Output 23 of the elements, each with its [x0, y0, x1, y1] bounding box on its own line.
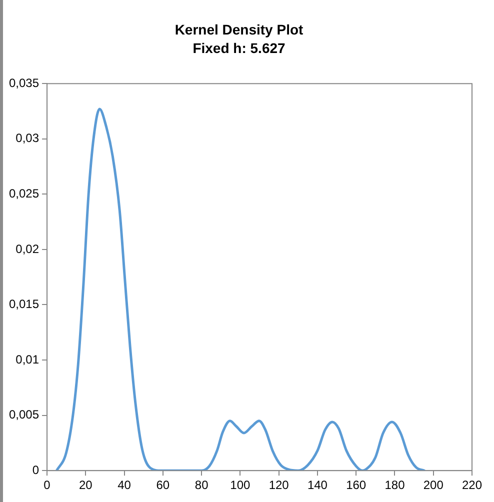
x-tick-label: 160 [346, 478, 366, 492]
x-tick-label: 80 [194, 478, 209, 492]
x-tick-label: 140 [307, 478, 328, 492]
chart-title: Kernel Density Plot [174, 21, 304, 38]
x-tick-label: 200 [423, 478, 444, 492]
y-tick-label: 0,03 [16, 131, 40, 146]
y-tick-label: 0,02 [16, 242, 40, 256]
y-tick-label: 0,015 [9, 297, 40, 312]
x-tick-label: 220 [462, 478, 482, 492]
x-tick-label: 40 [118, 478, 132, 492]
y-tick-label: 0,025 [9, 186, 40, 200]
y-tick-label: 0,01 [16, 352, 40, 366]
y-tick-label: 0 [32, 462, 40, 477]
y-tick-label: 0,035 [9, 76, 40, 90]
x-tick-label: 120 [268, 478, 290, 492]
x-tick-label: 0 [44, 478, 51, 492]
line-series [55, 108, 426, 471]
y-tick-label: 0,005 [9, 408, 40, 422]
x-tick-label: 100 [230, 478, 251, 492]
chart-subtitle: Fixed h: 5.627 [192, 40, 286, 56]
x-tick-label: 60 [156, 478, 170, 492]
x-tick-label: 20 [78, 478, 93, 492]
x-tick-label: 180 [384, 478, 406, 492]
